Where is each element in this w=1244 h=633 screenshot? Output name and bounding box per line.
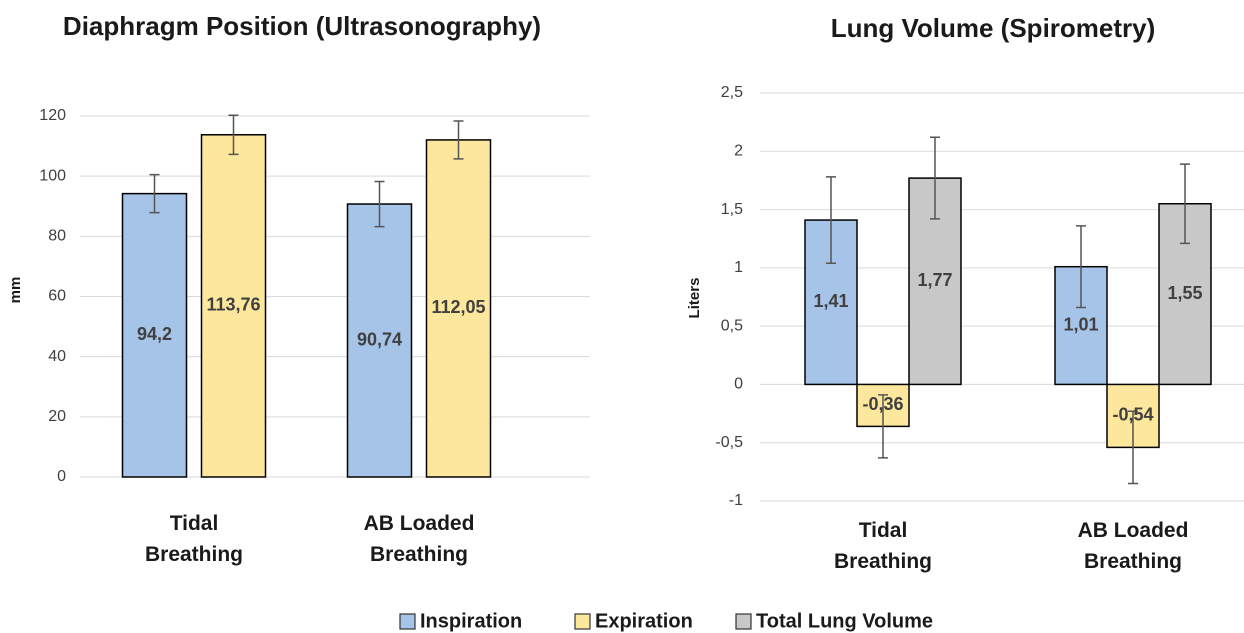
legend-label: Total Lung Volume — [756, 610, 933, 632]
data-label: 112,05 — [431, 297, 485, 317]
data-label: 113,76 — [206, 295, 260, 315]
y-tick-label: -0,5 — [715, 434, 743, 451]
y-tick-label: 100 — [39, 167, 66, 184]
y-axis-label: Liters — [686, 278, 703, 319]
legend-label: Expiration — [595, 610, 693, 632]
bar — [346, 203, 413, 478]
data-label: 1,55 — [1167, 283, 1202, 303]
legend-swatch — [735, 613, 752, 630]
y-tick-label: 20 — [48, 408, 66, 425]
legend-swatch — [399, 613, 416, 630]
data-label: 1,77 — [917, 270, 952, 290]
y-tick-label: -1 — [729, 492, 743, 509]
legend-label: Inspiration — [420, 610, 522, 632]
y-axis-label: mm — [7, 277, 24, 304]
error-bar — [453, 120, 464, 160]
bar — [1158, 202, 1212, 386]
error-bar — [374, 180, 385, 228]
y-tick-label: 2,5 — [721, 84, 743, 101]
bar — [425, 139, 492, 478]
chart-title: Lung Volume (Spirometry) — [831, 13, 1156, 43]
y-tick-label: 120 — [39, 107, 66, 124]
data-label: 1,01 — [1063, 314, 1098, 334]
chart-title: Diaphragm Position (Ultrasonography) — [63, 11, 541, 41]
x-tick-label: AB Loaded Breathing — [363, 512, 475, 566]
data-label: 90,74 — [357, 329, 402, 349]
x-tick-label: Tidal Breathing — [144, 512, 243, 566]
x-tick-label: Tidal Breathing — [833, 519, 932, 573]
error-bar — [228, 114, 239, 156]
y-tick-label: 0,5 — [721, 317, 743, 334]
error-bar — [826, 176, 836, 264]
data-label: -0,36 — [862, 394, 903, 414]
legend-swatch — [574, 613, 591, 630]
data-label: 94,2 — [137, 324, 172, 344]
y-tick-label: 1 — [734, 259, 743, 276]
y-tick-label: 0 — [57, 468, 66, 485]
error-bar — [1076, 225, 1086, 309]
y-tick-label: 80 — [48, 228, 66, 245]
data-label: 1,41 — [813, 291, 848, 311]
error-bar — [930, 136, 940, 220]
y-tick-label: 60 — [48, 288, 66, 305]
y-tick-label: 40 — [48, 348, 66, 365]
y-tick-label: 0 — [734, 376, 743, 393]
error-bar — [878, 394, 888, 459]
error-bar — [149, 173, 160, 214]
data-label: -0,54 — [1112, 405, 1153, 425]
y-tick-label: 2 — [734, 143, 743, 160]
bar — [200, 134, 267, 478]
y-tick-label: 1,5 — [721, 201, 743, 218]
error-bar — [1180, 163, 1190, 245]
error-bar — [1128, 410, 1138, 485]
x-tick-label: AB Loaded Breathing — [1077, 519, 1189, 573]
